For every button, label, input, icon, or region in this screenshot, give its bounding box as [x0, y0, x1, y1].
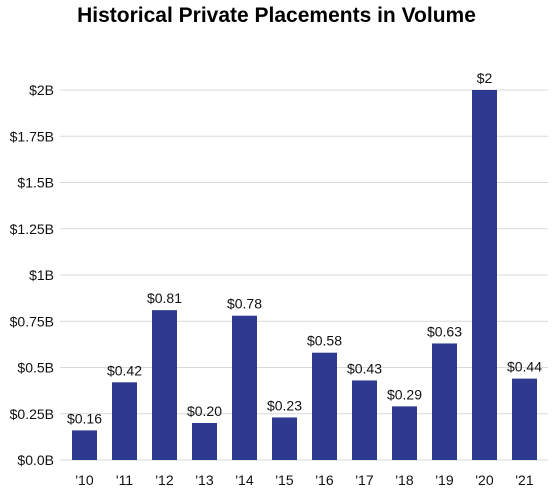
data-label: $0.81	[147, 290, 182, 306]
x-tick-label: '18	[395, 472, 413, 488]
y-axis-ticks: $0.0B $0.25B $0.5B $0.75B $1B $1.25B $1.5B $1.7…	[10, 82, 54, 468]
data-label: $0.16	[67, 410, 102, 426]
data-label: $0.20	[187, 403, 222, 419]
bar	[512, 378, 537, 460]
bar	[192, 423, 217, 460]
y-tick-label: $1B	[29, 267, 54, 283]
data-label: $2	[477, 70, 493, 86]
bar	[392, 406, 417, 460]
bar	[72, 430, 97, 460]
data-labels: $0.16 $0.42 $0.81 $0.20 $0.78 $0.23 $0.58 $0.43…	[67, 70, 542, 426]
x-tick-label: '20	[475, 472, 493, 488]
bar	[472, 90, 497, 460]
data-label: $0.42	[107, 362, 142, 378]
chart-title: Historical Private Placements in Volume	[77, 4, 476, 27]
y-tick-label: $0.0B	[17, 452, 54, 468]
data-label: $0.29	[387, 386, 422, 402]
y-tick-label: $0.5B	[17, 360, 54, 376]
x-tick-label: '17	[355, 472, 373, 488]
x-tick-label: '10	[75, 472, 93, 488]
x-tick-label: '14	[235, 472, 253, 488]
y-tick-label: $1.75B	[10, 128, 54, 144]
bar	[272, 417, 297, 460]
x-tick-label: '16	[315, 472, 333, 488]
bars	[72, 90, 537, 460]
y-tick-label: $2B	[29, 82, 54, 98]
y-tick-label: $0.25B	[10, 406, 54, 422]
bar	[232, 315, 257, 460]
data-label: $0.44	[507, 359, 542, 375]
x-tick-label: '15	[275, 472, 293, 488]
x-tick-label: '21	[515, 472, 533, 488]
bar	[112, 382, 137, 460]
data-label: $0.78	[227, 296, 262, 312]
y-tick-label: $1.5B	[17, 175, 54, 191]
bar	[312, 352, 337, 460]
x-tick-label: '19	[435, 472, 453, 488]
y-tick-label: $0.75B	[10, 313, 54, 329]
bar	[152, 310, 177, 460]
gridlines	[60, 89, 548, 461]
bar	[432, 343, 457, 460]
data-label: $0.43	[347, 360, 382, 376]
x-axis-ticks: '10 '11 '12 '13 '14 '15 '16 '17 '18 '19 '20 '21	[75, 472, 533, 488]
data-label: $0.63	[427, 323, 462, 339]
data-label: $0.23	[267, 397, 302, 413]
x-tick-label: '11	[116, 472, 133, 488]
x-tick-label: '12	[155, 472, 173, 488]
y-tick-label: $1.25B	[10, 221, 54, 237]
bar	[352, 380, 377, 460]
data-label: $0.58	[307, 333, 342, 349]
x-tick-label: '13	[195, 472, 213, 488]
